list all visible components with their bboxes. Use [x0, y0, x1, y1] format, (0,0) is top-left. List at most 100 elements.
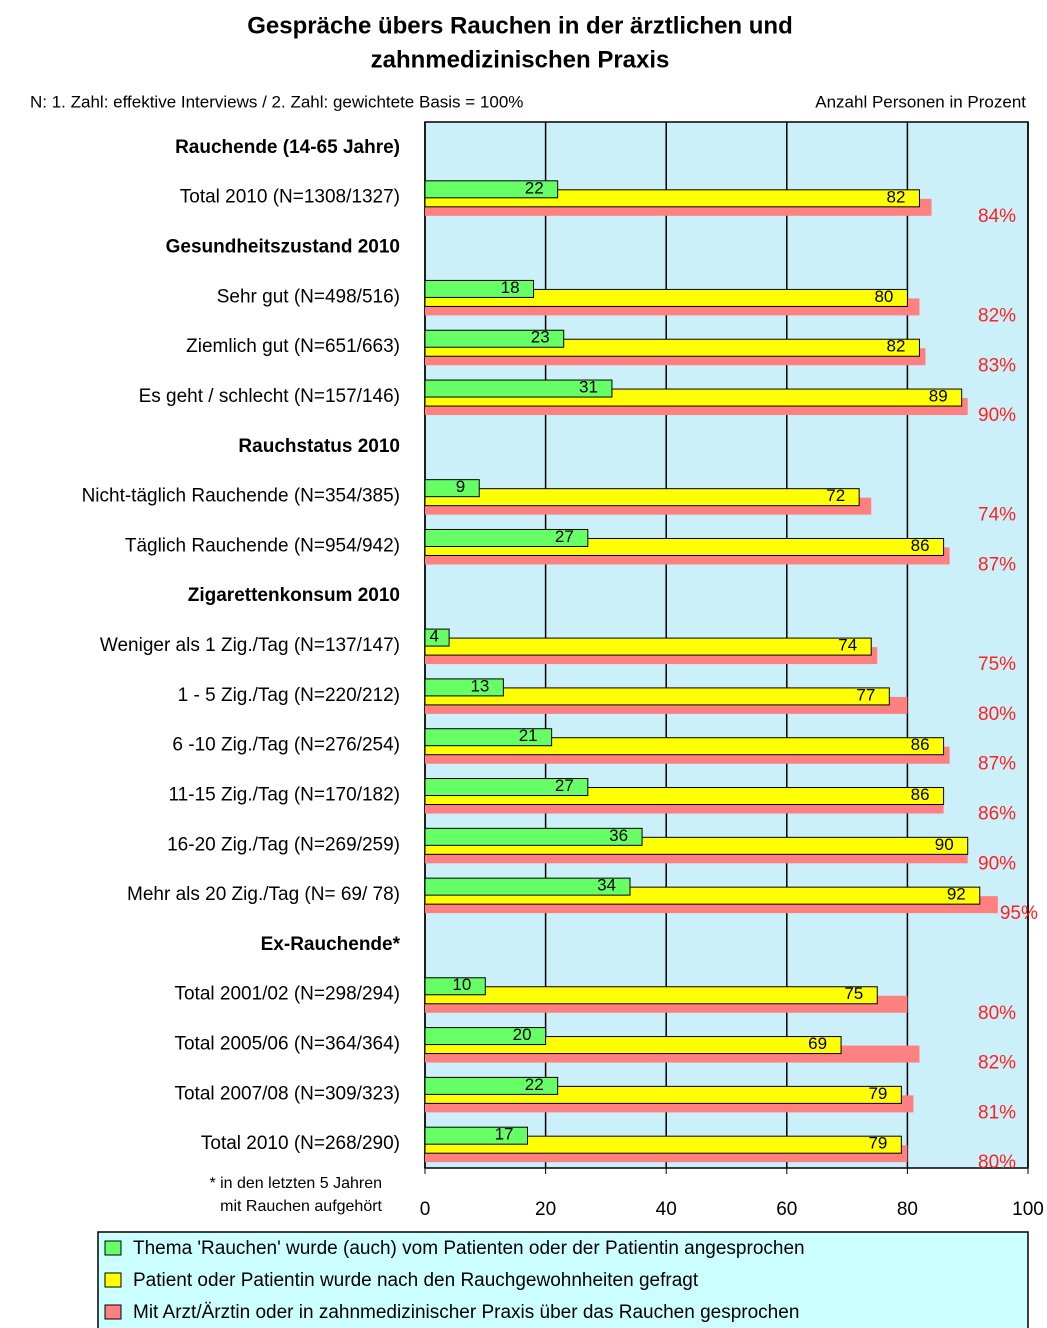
- data-label: 10: [452, 975, 471, 994]
- bar: [424, 329, 565, 348]
- bar: [424, 1076, 559, 1095]
- x-tick-label: 100: [1012, 1199, 1044, 1220]
- data-label: 34: [597, 876, 616, 895]
- bar: [424, 479, 480, 498]
- bar: [424, 728, 553, 747]
- data-label: 69: [808, 1034, 827, 1053]
- legend-label: Mit Arzt/Ärztin oder in zahnmedizinische…: [133, 1302, 799, 1323]
- data-label: 86: [911, 735, 930, 754]
- y-tick-label: Täglich Rauchende (N=954/942): [125, 535, 400, 556]
- subtitle: Anzahl Personen in Prozent: [815, 92, 1026, 111]
- x-tick-label: 20: [535, 1199, 556, 1220]
- data-label: 27: [555, 776, 574, 795]
- y-tick-label: Total 2007/08 (N=309/323): [174, 1083, 400, 1104]
- x-tick-label: 80: [897, 1199, 918, 1220]
- y-tick-label: Rauchstatus 2010: [238, 436, 400, 457]
- footnote: * in den letzten 5 Jahren: [209, 1175, 382, 1192]
- y-tick-label: Total 2010 (N=268/290): [201, 1133, 400, 1154]
- y-tick-label: Zigarettenkonsum 2010: [188, 585, 400, 606]
- y-tick-label: Weniger als 1 Zig./Tag (N=137/147): [100, 635, 400, 656]
- x-tick-label: 0: [420, 1199, 431, 1220]
- data-label: 80: [874, 287, 893, 306]
- data-label: 21: [519, 726, 538, 745]
- data-label: 80%: [978, 1003, 1016, 1024]
- legend-label: Patient oder Patientin wurde nach den Ra…: [133, 1270, 699, 1291]
- bar: [424, 778, 589, 797]
- data-label: 79: [868, 1084, 887, 1103]
- legend-swatch: [104, 1272, 122, 1288]
- data-label: 90%: [978, 405, 1016, 426]
- y-tick-label: Nicht-täglich Rauchende (N=354/385): [82, 486, 400, 507]
- y-tick-label: Ziemlich gut (N=651/663): [186, 336, 400, 357]
- data-label: 72: [826, 486, 845, 505]
- data-label: 81%: [978, 1102, 1016, 1123]
- y-tick-label: Total 2005/06 (N=364/364): [174, 1033, 400, 1054]
- data-label: 75: [844, 984, 863, 1003]
- y-tick-label: Total 2010 (N=1308/1327): [180, 187, 400, 208]
- bar: [424, 877, 631, 896]
- data-label: 87%: [978, 754, 1016, 775]
- bar: [424, 986, 878, 1005]
- bar: [424, 827, 643, 846]
- data-label: 87%: [978, 554, 1016, 575]
- data-label: 82: [887, 187, 906, 206]
- data-label: 36: [609, 826, 628, 845]
- y-tick-label: Sehr gut (N=498/516): [217, 286, 400, 307]
- data-label: 75%: [978, 654, 1016, 675]
- y-tick-label: Gesundheitszustand 2010: [166, 237, 400, 258]
- data-label: 83%: [978, 355, 1016, 376]
- bar: [424, 1027, 547, 1046]
- bar: [424, 1126, 529, 1145]
- bar: [424, 279, 535, 298]
- y-tick-label: Mehr als 20 Zig./Tag (N= 69/ 78): [127, 884, 400, 905]
- bar: [424, 628, 450, 647]
- data-label: 82%: [978, 1053, 1016, 1074]
- bar: [424, 637, 872, 656]
- data-label: 82: [887, 337, 906, 356]
- data-label: 20: [513, 1025, 532, 1044]
- y-tick-label: 16-20 Zig./Tag (N=269/259): [167, 834, 400, 855]
- legend-label: Thema 'Rauchen' wurde (auch) vom Patient…: [133, 1238, 805, 1259]
- chart-title: zahnmedizinischen Praxis: [371, 46, 670, 73]
- bar: [424, 379, 613, 398]
- data-label: 86%: [978, 804, 1016, 825]
- data-label: 80%: [978, 704, 1016, 725]
- data-label: 31: [579, 378, 598, 397]
- x-tick-label: 60: [776, 1199, 797, 1220]
- bar: [424, 977, 486, 996]
- data-label: 22: [525, 1075, 544, 1094]
- data-label: 84%: [978, 206, 1016, 227]
- data-label: 18: [501, 278, 520, 297]
- bar: [424, 180, 559, 199]
- footnote: mit Rauchen aufgehört: [220, 1198, 382, 1215]
- data-label: 89: [929, 387, 948, 406]
- data-label: 74%: [978, 505, 1016, 526]
- legend: [97, 1231, 1029, 1328]
- legend-swatch: [104, 1240, 122, 1256]
- data-label: 17: [495, 1125, 514, 1144]
- y-tick-label: 6 -10 Zig./Tag (N=276/254): [172, 735, 400, 756]
- data-label: 90: [935, 835, 954, 854]
- data-label: 9: [456, 477, 465, 496]
- data-label: 90%: [978, 853, 1016, 874]
- subtitle: N: 1. Zahl: effektive Interviews / 2. Za…: [30, 92, 523, 111]
- data-label: 27: [555, 527, 574, 546]
- data-label: 92: [947, 885, 966, 904]
- data-label: 82%: [978, 305, 1016, 326]
- chart-title: Gespräche übers Rauchen in der ärztliche…: [247, 12, 792, 39]
- data-label: 86: [911, 536, 930, 555]
- legend-swatch: [104, 1304, 122, 1320]
- y-tick-label: 11-15 Zig./Tag (N=170/182): [169, 784, 400, 805]
- data-label: 95%: [1000, 903, 1038, 924]
- y-tick-label: Es geht / schlecht (N=157/146): [139, 386, 400, 407]
- y-tick-label: 1 - 5 Zig./Tag (N=220/212): [178, 685, 400, 706]
- data-label: 74: [838, 636, 857, 655]
- data-label: 22: [525, 178, 544, 197]
- y-tick-label: Ex-Rauchende*: [261, 934, 401, 955]
- data-label: 4: [430, 627, 439, 646]
- data-label: 77: [856, 685, 875, 704]
- data-label: 23: [531, 328, 550, 347]
- bar: [424, 678, 504, 697]
- data-label: 86: [911, 785, 930, 804]
